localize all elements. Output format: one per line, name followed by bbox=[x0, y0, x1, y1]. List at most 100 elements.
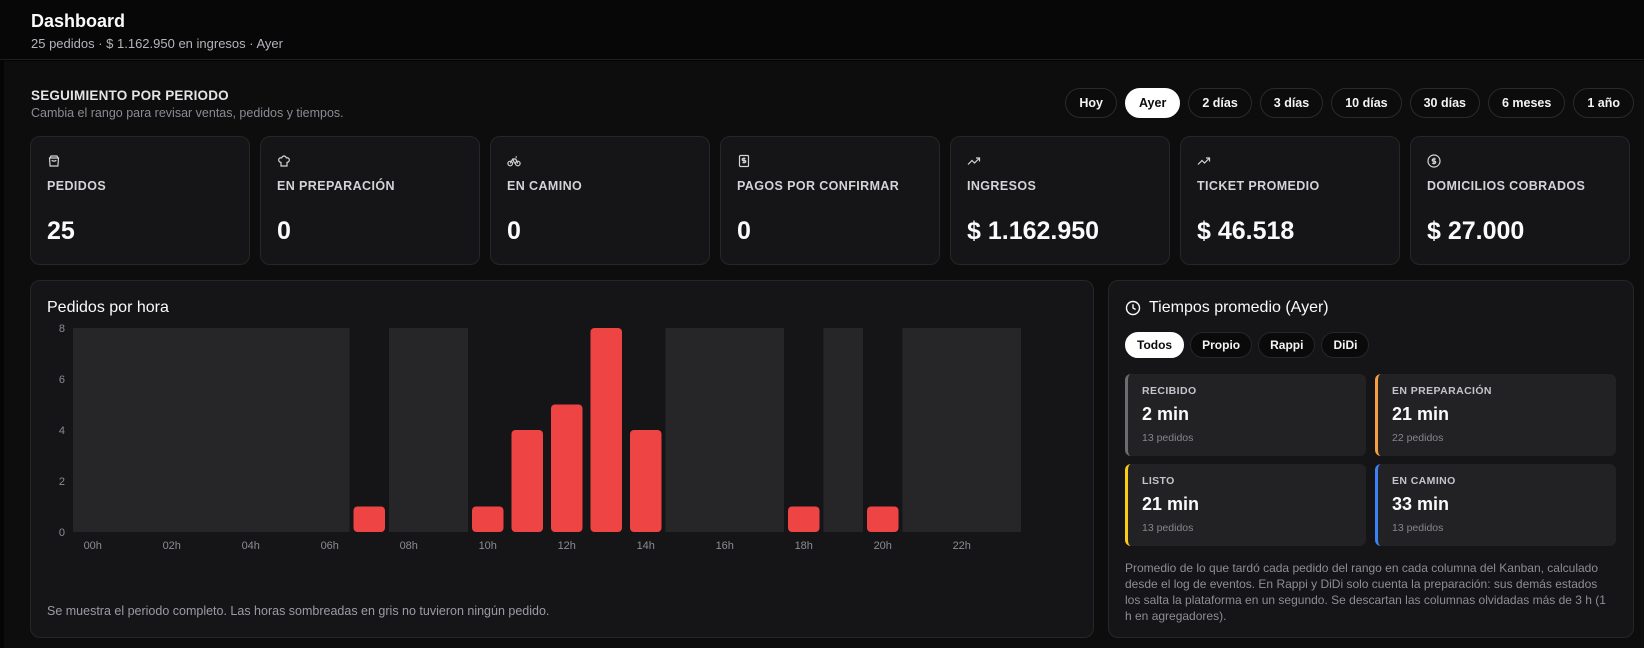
period-section-subtitle: Cambia el rango para revisar ventas, ped… bbox=[31, 106, 344, 120]
bar-20h bbox=[867, 506, 899, 532]
stat-card-ingresos: INGRESOS $ 1.162.950 bbox=[950, 136, 1170, 265]
stats-row: PEDIDOS 25 EN PREPARACIÓN 0 EN CAMINO 0 … bbox=[30, 136, 1630, 265]
stat-value: 0 bbox=[737, 217, 751, 245]
trending-up-icon bbox=[967, 157, 981, 165]
time-box-listo: LISTO 21 min 13 pedidos bbox=[1125, 464, 1366, 546]
average-times-card: Tiempos promedio (Ayer) Todos Propio Rap… bbox=[1108, 280, 1634, 638]
bar-11h bbox=[511, 430, 543, 532]
time-label: EN PREPARACIÓN bbox=[1392, 385, 1492, 397]
stat-value: $ 46.518 bbox=[1197, 217, 1295, 245]
empty-hours-shade bbox=[902, 328, 1021, 532]
range-1-ano-button[interactable]: 1 año bbox=[1573, 88, 1634, 118]
stat-label: INGRESOS bbox=[967, 179, 1037, 193]
x-tick-label: 08h bbox=[400, 540, 418, 552]
page-title: Dashboard bbox=[31, 11, 126, 31]
y-tick-label: 0 bbox=[59, 527, 65, 539]
time-value: 2 min bbox=[1142, 404, 1190, 424]
x-tick-label: 06h bbox=[321, 540, 339, 552]
empty-hours-shade bbox=[389, 328, 468, 532]
range-6-meses-button[interactable]: 6 meses bbox=[1487, 88, 1566, 118]
time-count: 13 pedidos bbox=[1392, 522, 1444, 534]
average-times-title: Tiempos promedio (Ayer) bbox=[1149, 299, 1329, 316]
x-tick-label: 02h bbox=[163, 540, 181, 552]
x-tick-label: 16h bbox=[716, 540, 734, 552]
time-count: 22 pedidos bbox=[1392, 432, 1444, 444]
bar-10h bbox=[472, 506, 504, 532]
y-tick-label: 2 bbox=[59, 476, 65, 488]
stat-card-pedidos: PEDIDOS 25 bbox=[30, 136, 250, 265]
stat-value: 0 bbox=[507, 217, 521, 245]
empty-hours-shade bbox=[73, 328, 350, 532]
filter-didi-button[interactable]: DiDi bbox=[1321, 332, 1370, 358]
time-label: RECIBIDO bbox=[1142, 385, 1197, 397]
time-value: 21 min bbox=[1142, 494, 1200, 514]
bar-18h bbox=[788, 506, 820, 532]
stat-card-pagos-por-confirmar: PAGOS POR CONFIRMAR 0 bbox=[720, 136, 940, 265]
time-box-en-camino: EN CAMINO 33 min 13 pedidos bbox=[1375, 464, 1616, 546]
stat-label: EN CAMINO bbox=[507, 179, 583, 193]
stat-value: $ 1.162.950 bbox=[967, 217, 1100, 245]
range-30-dias-button[interactable]: 30 días bbox=[1409, 88, 1480, 118]
stat-label: EN PREPARACIÓN bbox=[277, 179, 395, 193]
orders-per-hour-card: 0 2 4 6 8 00h 02h 04h 06h 08h 10h 12h 14h 16h 18h 20h 22… bbox=[30, 280, 1094, 638]
trending-up-icon bbox=[1197, 157, 1211, 165]
range-3-dias-button[interactable]: 3 días bbox=[1259, 88, 1324, 118]
x-tick-label: 14h bbox=[637, 540, 655, 552]
stat-label: DOMICILIOS COBRADOS bbox=[1427, 179, 1586, 193]
x-tick-label: 10h bbox=[479, 540, 497, 552]
time-value: 33 min bbox=[1392, 494, 1450, 514]
time-value: 21 min bbox=[1392, 404, 1450, 424]
dollar-circle-icon bbox=[1427, 154, 1441, 168]
range-10-dias-button[interactable]: 10 días bbox=[1331, 88, 1402, 118]
orders-per-hour-chart: 0 2 4 6 8 00h 02h 04h 06h 08h 10h 12h 14h 16h 18h 20h 22… bbox=[59, 323, 1021, 552]
stat-value: $ 27.000 bbox=[1427, 217, 1525, 245]
page-subtitle: 25 pedidos · $ 1.162.950 en ingresos · A… bbox=[31, 36, 283, 51]
bar-14h bbox=[630, 430, 662, 532]
clock-icon bbox=[1125, 300, 1141, 316]
x-tick-label: 22h bbox=[953, 540, 971, 552]
stat-card-en-preparacion: EN PREPARACIÓN 0 bbox=[260, 136, 480, 265]
x-tick-label: 04h bbox=[242, 540, 260, 552]
stat-label: PEDIDOS bbox=[47, 179, 107, 193]
x-tick-label: 12h bbox=[558, 540, 576, 552]
stat-card-en-camino: EN CAMINO 0 bbox=[490, 136, 710, 265]
bike-icon bbox=[507, 156, 521, 167]
range-hoy-button[interactable]: Hoy bbox=[1065, 88, 1117, 118]
stat-card-ticket-promedio: TICKET PROMEDIO $ 46.518 bbox=[1180, 136, 1400, 265]
shopping-bag-icon bbox=[48, 155, 60, 167]
chart-note: Se muestra el periodo completo. Las hora… bbox=[47, 604, 550, 618]
times-grid: RECIBIDO 2 min 13 pedidos EN PREPARACIÓN… bbox=[1125, 374, 1616, 546]
y-tick-label: 8 bbox=[59, 323, 65, 335]
x-tick-label: 18h bbox=[795, 540, 813, 552]
average-times-description: Promedio de lo que tardó cada pedido del… bbox=[1125, 561, 1606, 623]
empty-hours-shade bbox=[823, 328, 863, 532]
stat-label: PAGOS POR CONFIRMAR bbox=[737, 179, 900, 193]
empty-hours-shade bbox=[665, 328, 784, 532]
time-box-en-preparacion: EN PREPARACIÓN 21 min 22 pedidos bbox=[1375, 374, 1616, 456]
stat-card-domicilios-cobrados: DOMICILIOS COBRADOS $ 27.000 bbox=[1410, 136, 1630, 265]
chart-title: Pedidos por hora bbox=[47, 299, 169, 316]
x-tick-label: 00h bbox=[84, 540, 102, 552]
time-label: EN CAMINO bbox=[1392, 475, 1456, 487]
bar-12h bbox=[551, 404, 583, 532]
filter-propio-button[interactable]: Propio bbox=[1190, 332, 1253, 358]
period-section-title: SEGUIMIENTO POR PERIODO bbox=[31, 88, 229, 103]
receipt-icon bbox=[738, 154, 750, 168]
y-tick-label: 4 bbox=[59, 425, 65, 437]
bar-07h bbox=[353, 506, 385, 532]
range-ayer-button[interactable]: Ayer bbox=[1124, 88, 1181, 118]
stat-value: 25 bbox=[47, 217, 75, 245]
filter-rappi-button[interactable]: Rappi bbox=[1258, 332, 1316, 358]
average-times-header: Tiempos promedio (Ayer) bbox=[1125, 299, 1329, 317]
stat-value: 0 bbox=[277, 217, 291, 245]
range-selector: Hoy Ayer 2 días 3 días 10 días 30 días 6… bbox=[1065, 88, 1634, 118]
stat-label: TICKET PROMEDIO bbox=[1197, 179, 1320, 193]
range-2-dias-button[interactable]: 2 días bbox=[1188, 88, 1252, 118]
chef-hat-icon bbox=[278, 155, 290, 167]
filter-todos-button[interactable]: Todos bbox=[1125, 332, 1185, 358]
time-box-recibido: RECIBIDO 2 min 13 pedidos bbox=[1125, 374, 1366, 456]
time-label: LISTO bbox=[1142, 475, 1175, 487]
y-tick-label: 6 bbox=[59, 374, 65, 386]
channel-filters: Todos Propio Rappi DiDi bbox=[1125, 332, 1370, 358]
bar-13h bbox=[590, 328, 622, 532]
